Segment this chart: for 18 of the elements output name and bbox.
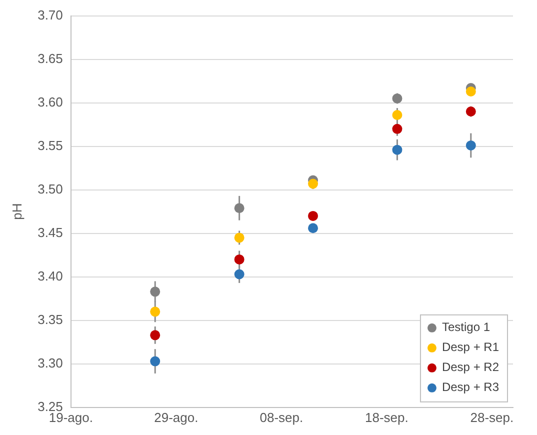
y-tick-label: 3.40 (38, 268, 63, 284)
y-tick-label: 3.70 (38, 7, 63, 22)
legend-label: Testigo 1 (442, 320, 490, 334)
x-tick-label: 29-ago. (154, 410, 198, 425)
y-axis-title: pH (9, 203, 24, 220)
y-tick-label: 3.55 (38, 138, 63, 153)
x-tick-label: 28-sep. (470, 410, 514, 425)
y-tick-label: 3.50 (38, 181, 63, 196)
legend-label: Desp + R1 (442, 340, 500, 354)
legend-label: Desp + R3 (442, 380, 500, 394)
y-tick-label: 3.35 (38, 312, 63, 327)
y-tick-label: 3.45 (38, 224, 63, 240)
x-tick-label: 08-sep. (260, 410, 304, 425)
y-tick-label: 3.65 (38, 50, 63, 66)
y-tick-label: 3.30 (38, 355, 63, 370)
y-tick-label: 3.60 (38, 94, 63, 110)
x-tick-label: 18-sep. (365, 410, 408, 425)
legend-label: Desp + R2 (442, 360, 500, 374)
